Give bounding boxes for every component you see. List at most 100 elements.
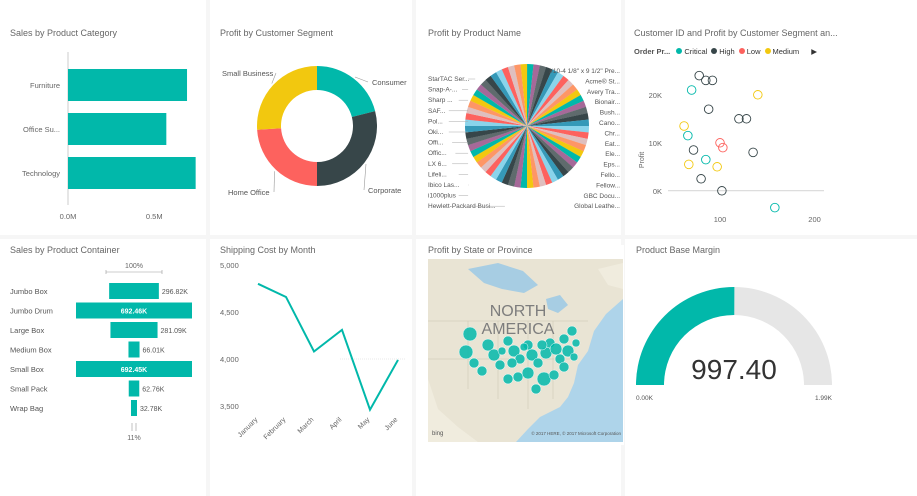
map-bubble: [525, 348, 539, 362]
slice-label: #10-4 1/8" x 9 1/2" Pre...: [549, 68, 620, 75]
slice-label: Ele...: [605, 151, 620, 158]
y-tick-label: 10K: [649, 139, 662, 148]
map-bubble: [558, 333, 570, 345]
legend-item[interactable]: Medium: [764, 47, 800, 56]
map-bubble: [521, 366, 535, 380]
scatter-point: [748, 147, 758, 158]
gauge-max-label: 1.99K: [815, 395, 833, 402]
legend-label: Medium: [772, 47, 800, 56]
category-label: Large Box: [10, 326, 44, 335]
legend-title: Order Pr...: [634, 47, 671, 56]
tile-profit-by-segment[interactable]: Profit by Customer Segment Consumer Corpo…: [220, 28, 410, 228]
pie-slice: [468, 100, 527, 126]
map-bubble: [571, 338, 581, 348]
pie-slice: [527, 95, 584, 126]
pie-slice: [465, 125, 527, 133]
map-bubble: [549, 342, 563, 356]
pie-slice: [527, 89, 581, 126]
scatter-legend: Order Pr... Critical High Low Medium ▶: [634, 47, 817, 56]
pie-slice: [485, 75, 527, 126]
pie-slice: [527, 126, 588, 146]
legend-next-icon[interactable]: ▶: [811, 47, 818, 56]
slice-label: Small Business: [222, 69, 274, 78]
map-bubble: [502, 373, 514, 385]
funnel-bottom-label: 11%: [127, 435, 141, 442]
scatter-point: [696, 174, 706, 184]
funnel-top-label: 100%: [125, 263, 143, 270]
pie-slice: [467, 126, 527, 152]
map-label-america: AMERICA: [482, 321, 555, 338]
map-bubble: [532, 357, 544, 369]
map-bubble: [536, 339, 548, 351]
donut-slice: [317, 66, 376, 118]
value-label: 281.09K: [161, 328, 187, 335]
category-label: Technology: [22, 169, 60, 178]
map-canvas[interactable]: NORTH AMERICA bing © 2017 HERE, © 2017 M…: [428, 259, 623, 442]
pie-slice: [527, 67, 553, 126]
slice-label: StarTAC Ser...: [428, 76, 470, 83]
tile-title: Shipping Cost by Month: [220, 245, 316, 255]
map-attribution: © 2017 HERE, © 2017 Microsoft Corporatio…: [531, 430, 621, 436]
pie-slice: [466, 126, 527, 146]
gauge-min-label: 0.00K: [636, 395, 654, 402]
legend-dot-icon: [738, 48, 745, 54]
slice-label: Offic...: [428, 150, 447, 157]
slice-label: Eat...: [605, 141, 620, 148]
legend-dot-icon: [764, 48, 771, 54]
slice-label: Avery Tra...: [587, 89, 620, 96]
x-tick-label: April: [329, 416, 344, 431]
slice-label: Pol...: [428, 118, 443, 125]
x-tick-label: February: [263, 416, 288, 441]
tile-customer-scatter[interactable]: Customer ID and Profit by Customer Segme…: [634, 28, 838, 230]
pie-chart: StarTAC Ser... Snap-A-... Sharp ... SAF... P…: [428, 64, 620, 210]
legend-dot-icon: [711, 48, 718, 54]
leader-line: [273, 171, 275, 193]
scatter-point: [753, 90, 763, 100]
slice-label: GBC Docu...: [584, 193, 620, 200]
pie-slice: [527, 126, 564, 180]
tile-title: Profit by State or Province: [428, 245, 533, 255]
x-tick-label: 100: [714, 215, 727, 224]
category-label: Medium Box: [10, 346, 52, 355]
pie-slice: [527, 126, 586, 152]
y-tick-label: 4,000: [220, 355, 239, 364]
slice-label: Home Office: [228, 188, 270, 197]
pie-slice: [527, 75, 569, 126]
pie-slice: [490, 126, 527, 180]
tile-profit-by-state[interactable]: Profit by State or Province NORTH AMERIC…: [428, 245, 624, 445]
map-bubble: [506, 357, 518, 369]
value-label: 62.76K: [142, 387, 165, 394]
legend-item[interactable]: High: [711, 47, 735, 56]
tile-profit-by-product[interactable]: Profit by Product Name StarTAC Ser... Sna…: [428, 28, 620, 228]
legend-item[interactable]: Low: [738, 47, 761, 56]
bar: [68, 157, 196, 189]
funnel-bar: [128, 341, 140, 358]
tile-title: Customer ID and Profit by Customer Segme…: [634, 28, 838, 38]
pie-slice: [476, 126, 527, 168]
category-label: Jumbo Box: [10, 287, 48, 296]
tile-product-base-margin[interactable]: Product Base Margin 997.40 0.00K 1.99K: [636, 245, 836, 450]
pie-slice: [527, 126, 547, 187]
category-label: Small Pack: [10, 385, 48, 394]
x-tick-label: 200: [808, 215, 821, 224]
tile-sales-by-category[interactable]: Sales by Product Category Furniture Offic…: [10, 28, 206, 228]
map-bubble: [476, 365, 488, 377]
funnel-bar: [110, 322, 158, 338]
tile-title: Profit by Customer Segment: [220, 28, 334, 38]
tile-sales-by-container[interactable]: Sales by Product Container 100% Jumbo Box…: [10, 245, 206, 450]
pie-slice: [466, 106, 527, 126]
pie-slice: [527, 65, 547, 126]
series-line: [257, 282, 399, 413]
slice-label: Fello...: [600, 172, 620, 179]
map-bubble: [558, 361, 570, 373]
legend-dot-icon: [676, 48, 683, 54]
scatter-point: [679, 121, 689, 131]
legend-label: Critical: [684, 47, 708, 56]
slice-label: Ibico Las...: [428, 182, 460, 189]
tile-shipping-by-month[interactable]: Shipping Cost by Month 5,000 4,500 4,000 3,…: [220, 245, 410, 450]
value-label: 66.01K: [143, 348, 166, 355]
legend-item[interactable]: Critical: [676, 47, 707, 56]
x-axis-label: Customer ID: [723, 228, 766, 230]
scatter-chart: 0K 10K 20K 100 200 Profit Customer ID: [639, 70, 824, 230]
value-label: 692.46K: [121, 309, 147, 316]
